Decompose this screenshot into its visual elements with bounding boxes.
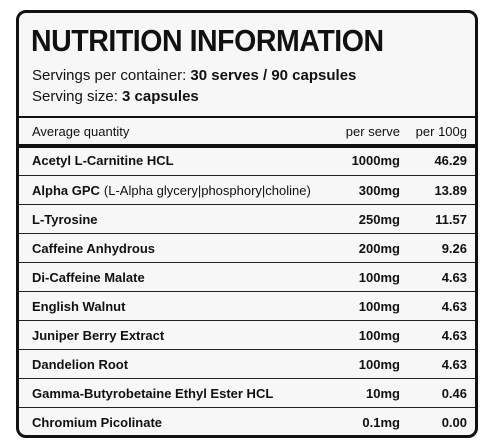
per-serve: 10mg [366, 386, 400, 401]
servings-line: Servings per container: 30 serves / 90 c… [32, 67, 356, 84]
ingredient-name: Gamma-Butyrobetaine Ethyl Ester HCL [32, 386, 274, 401]
per-serve: 300mg [358, 183, 400, 198]
ingredient-name: Acetyl L-Carnitine HCL [32, 153, 174, 168]
per-100g: 4.63 [441, 270, 467, 285]
column-header: Average quantity [32, 124, 130, 139]
nutrition-panel: NUTRITION INFORMATION Servings per conta… [16, 10, 478, 438]
ingredient-name: Dandelion Root [32, 357, 129, 372]
per-serve: 100mg [358, 357, 400, 372]
table-row: Di-Caffeine Malate 100mg 4.63 [19, 262, 475, 292]
per-serve: 100mg [358, 328, 400, 343]
column-header: per 100g [415, 124, 467, 139]
per-100g: 13.89 [434, 183, 467, 198]
value: 3 capsules [122, 88, 199, 105]
per-serve: 100mg [358, 299, 400, 314]
table-header: Average quantity per serve per 100g [19, 116, 475, 148]
per-100g: 46.29 [434, 153, 467, 168]
per-serve: 100mg [358, 270, 400, 285]
label: Serving size: [32, 88, 118, 105]
value: 30 serves / 90 capsules [190, 67, 357, 84]
title: NUTRITION INFORMATION [31, 23, 384, 58]
ingredient-name: Di-Caffeine Malate [32, 270, 145, 285]
ingredient-name: Caffeine Anhydrous [32, 241, 156, 256]
column-header: per serve [345, 124, 400, 139]
serving-size-line: Serving size: 3 capsules [32, 88, 199, 105]
table-row: L-Tyrosine 250mg 11.57 [19, 204, 475, 234]
ingredient-name: Juniper Berry Extract [32, 328, 165, 343]
label: Servings per container: [32, 67, 187, 84]
table-row: Juniper Berry Extract 100mg 4.63 [19, 320, 475, 350]
per-100g: 4.63 [441, 299, 467, 314]
ingredient-name: Chromium Picolinate [32, 415, 163, 430]
per-serve: 200mg [358, 241, 400, 256]
per-100g: 4.63 [441, 328, 467, 343]
per-100g: 0.46 [441, 386, 467, 401]
table-row: English Walnut 100mg 4.63 [19, 291, 475, 321]
table-row: Chromium Picolinate 0.1mg 0.00 [19, 407, 475, 435]
ingredient-name: L-Tyrosine [32, 212, 98, 227]
per-100g: 0.00 [441, 415, 467, 430]
table-row: Gamma-Butyrobetaine Ethyl Ester HCL 10mg 0… [19, 378, 475, 408]
table-row: Alpha GPC (L-Alpha glycery|phosphory|chol… [19, 175, 475, 205]
per-serve: 250mg [358, 212, 400, 227]
per-100g: 4.63 [441, 357, 467, 372]
ingredient-note: (L-Alpha glycery|phosphory|choline) [103, 183, 311, 198]
per-100g: 9.26 [441, 241, 467, 256]
ingredient-name: English Walnut [32, 299, 126, 314]
table-row: Dandelion Root 100mg 4.63 [19, 349, 475, 379]
ingredient-name: Alpha GPC (L-Alpha glycery|phosphory|chol… [32, 183, 311, 198]
per-100g: 11.57 [435, 212, 467, 227]
per-serve: 1000mg [351, 153, 400, 168]
table-row: Caffeine Anhydrous 200mg 9.26 [19, 233, 475, 263]
table-row: Acetyl L-Carnitine HCL 1000mg 46.29 [19, 146, 475, 175]
per-serve: 0.1mg [362, 415, 400, 430]
